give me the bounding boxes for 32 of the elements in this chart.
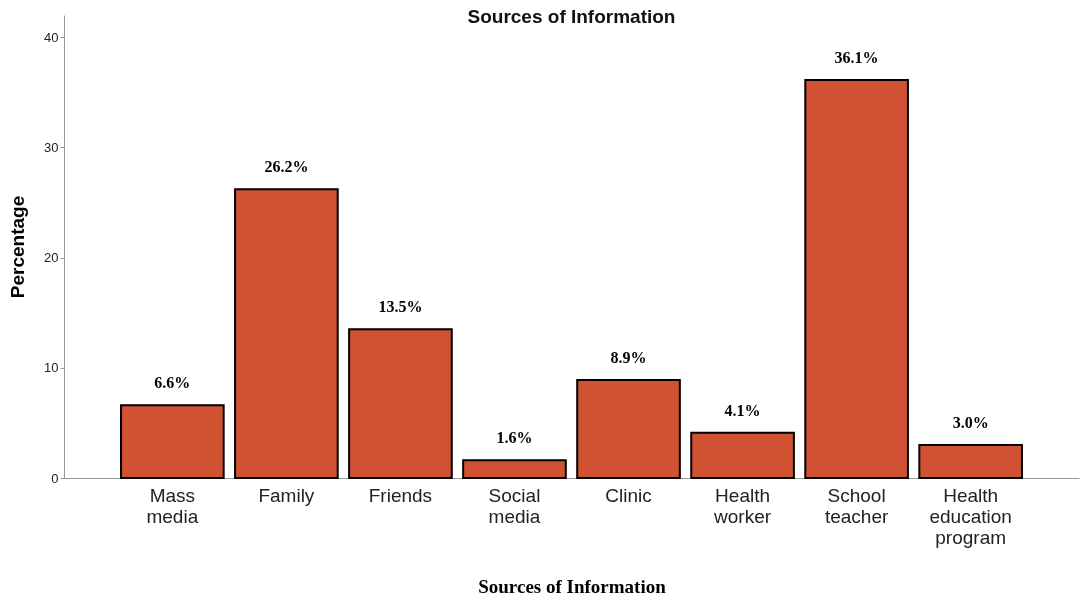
- y-tick-label: 20: [44, 250, 59, 266]
- y-tick-label: 0: [51, 470, 59, 486]
- data-label: 13.5%: [378, 298, 423, 316]
- x-tick-label: Social media: [488, 484, 541, 527]
- bar: [120, 404, 225, 479]
- data-label: 8.9%: [610, 348, 647, 366]
- bar: [576, 378, 681, 479]
- data-label: 1.6%: [496, 429, 533, 447]
- x-tick-label: Mass media: [146, 484, 199, 527]
- y-axis-title: Percentage: [7, 195, 29, 299]
- y-tick-label: 10: [44, 360, 59, 376]
- data-label: 6.6%: [154, 374, 191, 392]
- x-tick-label: School teacher: [824, 484, 889, 527]
- x-tick-label: Health education program: [929, 484, 1012, 548]
- x-tick-label: Clinic: [605, 484, 652, 506]
- bar: [690, 431, 795, 479]
- bar: [462, 459, 567, 479]
- x-tick-label: Friends: [368, 484, 433, 506]
- x-tick-label: Family: [258, 484, 315, 506]
- bar: [234, 188, 339, 479]
- chart-title: Sources of Information: [467, 6, 676, 27]
- bar: [804, 79, 909, 479]
- bar: [918, 443, 1023, 479]
- y-tick-label: 30: [44, 139, 59, 155]
- data-label: 3.0%: [952, 413, 989, 431]
- x-axis-title: Sources of Information: [478, 575, 667, 597]
- bar: [348, 328, 453, 479]
- data-label: 4.1%: [724, 401, 761, 419]
- data-label: 36.1%: [834, 49, 879, 67]
- data-label: 26.2%: [264, 158, 309, 176]
- y-tick-label: 40: [44, 29, 59, 45]
- x-tick-label: Health worker: [713, 484, 772, 527]
